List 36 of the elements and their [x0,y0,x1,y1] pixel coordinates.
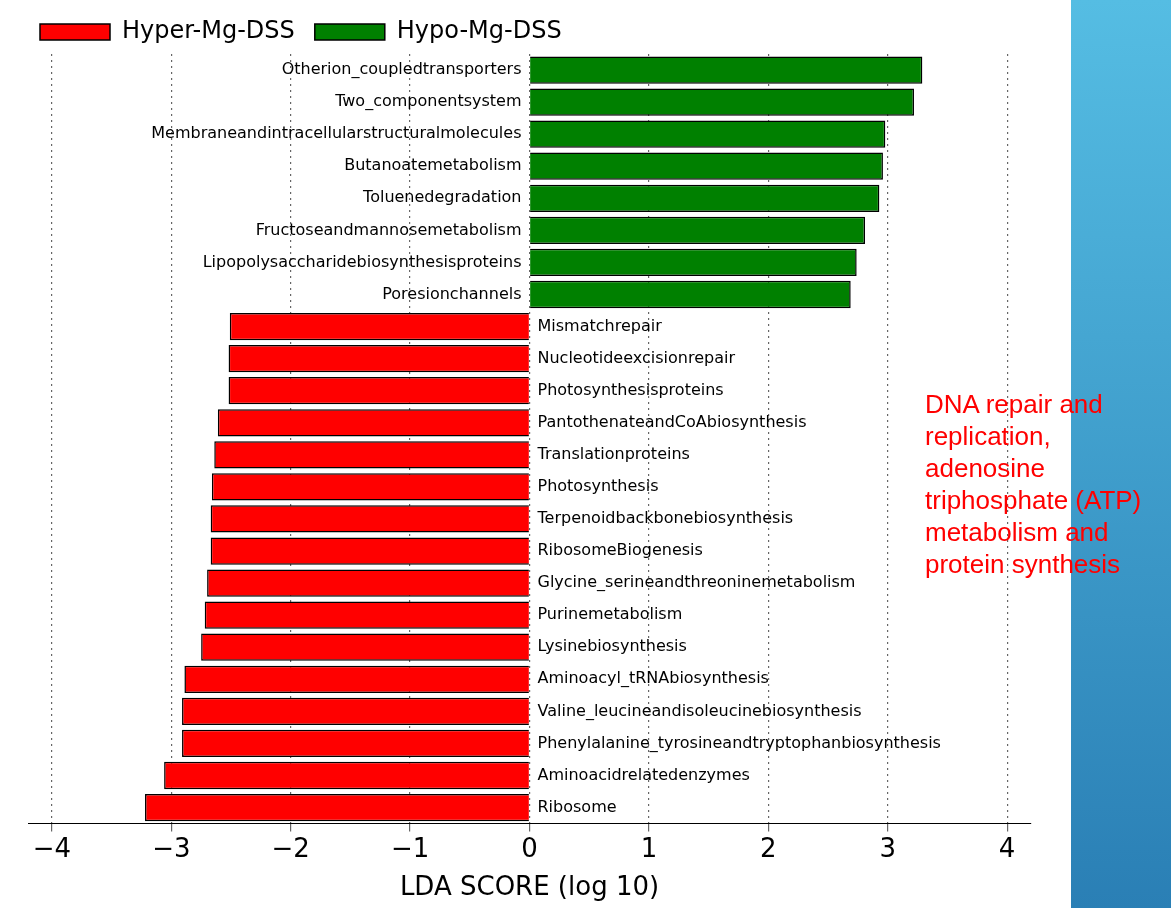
y-tick-label: Photosynthesis [537,476,659,496]
y-tick-label: Nucleotideexcisionrepair [537,347,736,367]
y-tick-label: Butanoatemetabolism [344,155,522,175]
y-tick-label: Ribosome [537,796,617,816]
y-tick-label: Aminoacidrelatedenzymes [537,764,750,784]
y-tick-label: Phenylalanine_tyrosineandtryptophanbiosynthesis [537,732,941,753]
legend-label: Hyper-Mg-DSS [122,16,295,45]
y-tick-label: Poresionchannels [382,283,522,303]
x-tick-label: −2 [271,832,310,863]
y-tick-label: Membraneandintracellularstructuralmolecules [151,123,522,143]
y-tick-label: Lysinebiosynthesis [537,636,687,656]
x-tick-label: −1 [390,832,430,863]
y-tick-label: Mismatchrepair [537,315,663,335]
y-tick-label: Otherion_coupledtransporters [281,59,522,80]
x-axis-title: LDA SCORE (log 10) [399,871,660,902]
y-tick-label: Fructoseandmannosemetabolism [255,219,522,239]
x-tick-label: 4 [998,832,1016,863]
legend-label: Hypo-Mg-DSS [396,16,562,45]
x-tick-label: 2 [760,832,777,863]
x-tick-label: −3 [152,832,191,863]
x-tick-label: 1 [640,832,658,863]
x-tick-label: 0 [521,832,538,863]
y-tick-label: Purinemetabolism [537,604,683,624]
y-tick-label: Glycine_serineandthreoninemetabolism [537,572,856,593]
x-tick-label: −4 [32,832,72,863]
y-tick-label: Terpenoidbackbonebiosynthesis [536,508,794,528]
y-tick-label: Lipopolysaccharidebiosynthesisproteins [202,251,522,271]
x-tick-label: 3 [879,832,896,863]
y-tick-label: Toluenedegradation [362,187,522,207]
y-tick-label: Photosynthesisproteins [537,379,724,399]
y-tick-label: Translationproteins [536,443,690,463]
y-tick-label: Aminoacyl_tRNAbiosynthesis [537,668,769,689]
y-tick-label: Valine_leucineandisoleucinebiosynthesis [537,700,862,721]
y-tick-label: PantothenateandCoAbiosynthesis [537,411,807,431]
y-tick-label: Two_componentsystem [334,91,522,112]
y-tick-label: RibosomeBiogenesis [537,540,703,560]
